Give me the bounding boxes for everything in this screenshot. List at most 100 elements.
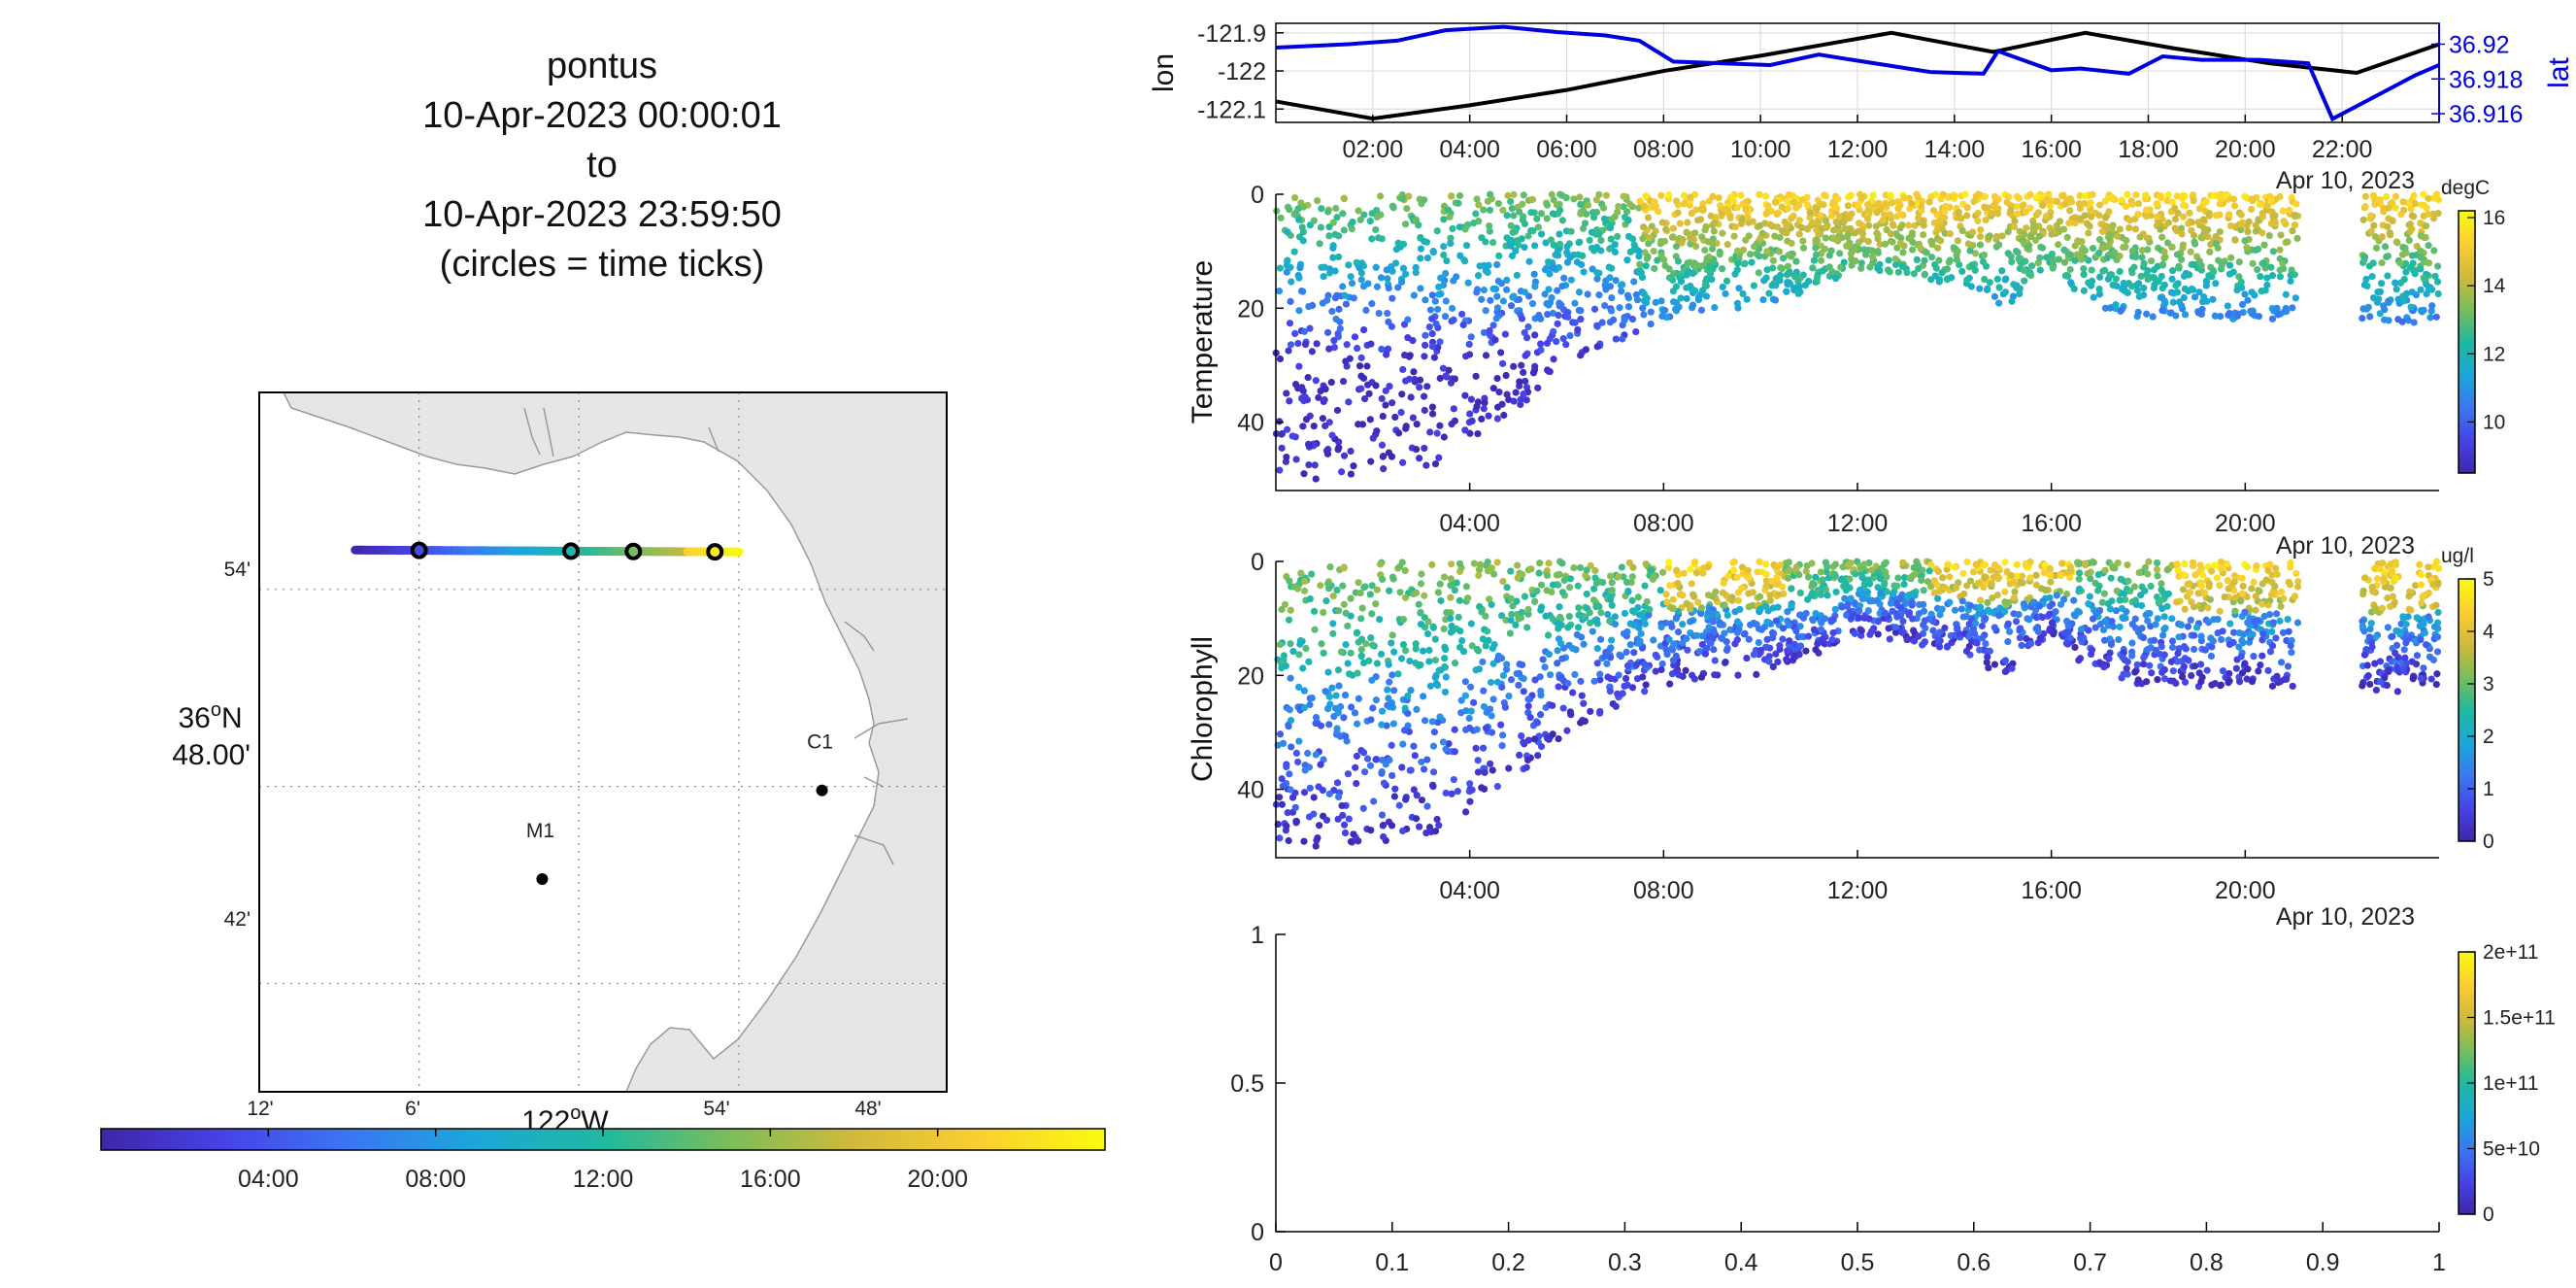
temp-sample-point [2103, 222, 2111, 230]
temp-sample-point [1506, 238, 1514, 246]
temp-sample-point [2155, 278, 2162, 286]
chl-sample-point [1342, 609, 1350, 617]
chl-sample-point [1558, 559, 1566, 567]
chl-sample-point [1650, 636, 1657, 644]
temp-sample-point [1708, 276, 1716, 284]
temp-sample-point [1790, 198, 1797, 206]
temp-sample-point [1473, 402, 1481, 411]
chl-sample-point [1543, 587, 1551, 594]
chl-sample-point [2095, 582, 2103, 590]
chl-sample-point [1420, 765, 1428, 773]
temp-sample-point [1784, 280, 1791, 288]
temp-sample-point [1401, 270, 1410, 278]
temp-sample-point [2112, 301, 2120, 309]
chl-sample-point [2399, 613, 2407, 621]
chl-sample-point [1898, 628, 1906, 636]
chl-sample-point [1355, 579, 1362, 587]
temp-sample-point [1508, 204, 1516, 213]
temp-sample-point [1301, 340, 1310, 349]
chl-sample-point [1389, 720, 1397, 728]
temp-sample-point [1368, 235, 1376, 243]
chl-sample-point [1910, 637, 1918, 645]
temp-sample-point [1384, 275, 1391, 283]
temp-sample-point [2164, 191, 2172, 199]
chl-sample-point [1324, 580, 1332, 588]
chl-sample-point [1575, 604, 1583, 612]
temp-sample-point [1503, 212, 1511, 220]
chl-sample-point [1385, 661, 1392, 668]
temp-sample-point [1435, 290, 1443, 298]
temp-sample-point [1573, 258, 1581, 266]
chl-sample-point [1347, 649, 1355, 657]
temp-sample-point [1383, 266, 1390, 274]
chl-sample-point [2091, 624, 2099, 631]
temp-sample-point [2291, 271, 2298, 279]
temp-sample-point [1592, 196, 1600, 204]
chl-sample-point [1312, 751, 1320, 759]
temp-sample-point [2248, 195, 2256, 203]
temp-sample-point [1299, 423, 1307, 430]
chl-sample-point [1390, 793, 1398, 800]
chl-sample-point [2419, 593, 2427, 600]
chl-sample-point [1399, 641, 1408, 649]
chl-sample-point [1893, 582, 1901, 590]
chl-sample-point [1426, 682, 1435, 690]
chl-sample-point [2267, 591, 2276, 598]
temp-sample-point [1510, 212, 1518, 220]
temp-sample-point [1660, 255, 1668, 264]
temp-sample-point [1521, 328, 1528, 337]
chl-sample-point [1358, 635, 1366, 643]
chl-sample-point [1608, 636, 1616, 644]
temp-sample-point [1359, 262, 1368, 270]
temperature-scatter [1272, 190, 2443, 483]
temp-sample-point [2033, 193, 2041, 201]
temp-sample-point [1518, 315, 1526, 322]
map-xtick-54: 54' [703, 1098, 729, 1120]
chl-sample-point [1564, 679, 1572, 688]
temp-sample-point [1422, 296, 1429, 304]
temp-sample-point [1929, 207, 1938, 215]
chl-sample-point [1340, 564, 1348, 572]
chl-sample-point [2225, 640, 2234, 649]
temp-sample-point [1635, 253, 1643, 260]
chl-sample-point [1856, 586, 1864, 593]
temp-sample-point [2360, 253, 2369, 261]
temp-sample-point [2095, 290, 2104, 298]
chl-sample-point [1994, 564, 2002, 572]
temp-sample-point [1834, 237, 1842, 245]
temp-sample-point [2210, 268, 2218, 276]
temp-sample-point [1524, 232, 1532, 240]
chl-sample-point [2273, 672, 2281, 680]
temp-sample-point [1460, 256, 1468, 264]
temp-sample-point [1364, 280, 1372, 288]
chl-sample-point [1428, 718, 1436, 726]
temp-sample-point [1467, 395, 1475, 403]
chl-sample-point [2034, 627, 2042, 635]
temp-sample-point [2177, 224, 2186, 232]
temp-sample-point [1702, 257, 1711, 265]
temp-sample-point [1480, 287, 1488, 294]
temp-sample-point [1640, 311, 1648, 319]
chl-sample-point [2380, 575, 2388, 583]
temp-sample-point [1516, 208, 1523, 216]
chl-sample-point [1611, 620, 1620, 628]
chl-sample-point [1692, 569, 1700, 577]
chl-sample-point [1359, 749, 1368, 757]
chl-sample-point [1792, 627, 1800, 635]
temp-sample-point [2143, 310, 2151, 318]
chl-sample-point [2250, 653, 2258, 661]
chl-sample-point [1369, 704, 1377, 712]
temp-sample-point [1325, 232, 1333, 240]
chl-sample-point [1498, 612, 1506, 620]
chl-sample-point [1319, 787, 1326, 795]
chl-sample-point [1829, 628, 1837, 637]
temp-sample-point [2171, 224, 2179, 232]
temp-sample-point [1921, 256, 1928, 264]
chl-sample-point [1360, 583, 1368, 592]
temp-sample-point [2201, 232, 2210, 240]
chl-sample-point [1341, 692, 1350, 699]
chl-sample-point [1347, 837, 1355, 846]
chl-sample-point [2018, 572, 2025, 580]
chl-sample-point [1544, 734, 1552, 742]
temp-sample-point [1833, 204, 1841, 212]
